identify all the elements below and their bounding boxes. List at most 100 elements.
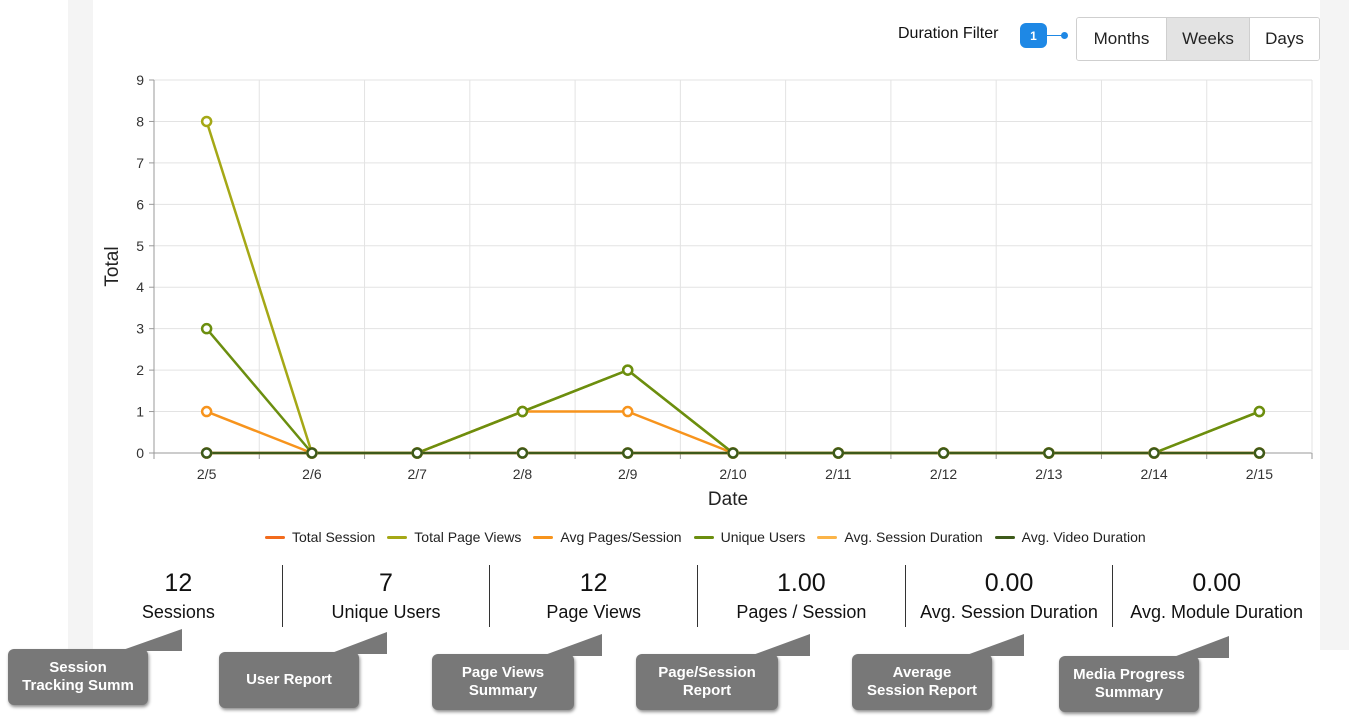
x-tick-label: 2/6 [302, 466, 322, 482]
stat-label: Pages / Session [736, 602, 867, 622]
legend-label: Total Page Views [414, 529, 522, 545]
x-tick-label: 2/8 [513, 466, 533, 482]
duration-filter-badge: 1 [1020, 23, 1047, 48]
data-point [200, 322, 213, 335]
stat-value: 7 [379, 569, 393, 597]
data-point [411, 447, 423, 459]
callout-line: Average [892, 664, 952, 681]
media-progress-summary-button[interactable]: Media Progress Summary [1059, 636, 1229, 712]
stat-label: Sessions [141, 602, 215, 622]
right-gutter [1320, 0, 1349, 650]
stat-label: Avg. Session Duration [920, 602, 1098, 622]
stat-value: 1.00 [777, 569, 826, 597]
stat-avg-module-duration: 0.00 Avg. Module Duration [1113, 565, 1320, 627]
callout-line: Media Progress [1073, 666, 1185, 683]
x-tick-label: 2/10 [719, 466, 746, 482]
stat-page-views: 12 Page Views [490, 565, 699, 627]
stat-label: Page Views [546, 602, 642, 622]
data-point [621, 447, 634, 459]
data-point [621, 364, 634, 376]
y-tick-label: 8 [136, 113, 144, 129]
data-point [200, 447, 213, 459]
data-point [1043, 447, 1055, 459]
data-point [1253, 405, 1266, 418]
y-tick-label: 2 [136, 362, 144, 378]
badge-connector-line [1047, 35, 1063, 36]
x-tick-label: 2/14 [1140, 466, 1167, 482]
badge-connector-dot [1061, 32, 1068, 39]
page-session-report-button[interactable]: Page/Session Report [636, 634, 810, 710]
data-point [516, 405, 529, 418]
stats-row: 12 Sessions 7 Unique Users 12 Page Views… [75, 565, 1320, 627]
stat-avg-session-duration: 0.00 Avg. Session Duration [906, 565, 1114, 627]
callout-line: Summary [468, 682, 538, 699]
stat-unique-users: 7 Unique Users [283, 565, 491, 627]
average-session-report-button[interactable]: Average Session Report [852, 634, 1024, 710]
callout-line: Session Report [866, 682, 978, 699]
stat-value: 12 [579, 569, 608, 597]
data-point [621, 405, 634, 418]
y-tick-label: 5 [136, 238, 144, 254]
legend-item[interactable]: Avg. Video Duration [994, 529, 1146, 545]
legend-item[interactable]: Total Session [265, 529, 375, 545]
legend-item[interactable]: Unique Users [693, 529, 806, 545]
data-point [832, 447, 845, 459]
y-tick-label: 9 [136, 72, 144, 88]
x-tick-label: 2/11 [825, 466, 851, 482]
stat-label: Unique Users [331, 602, 441, 622]
stat-pages-per-session: 1.00 Pages / Session [698, 565, 906, 627]
data-point [1148, 447, 1160, 459]
legend-label: Unique Users [720, 529, 806, 545]
stat-sessions: 12 Sessions [75, 565, 283, 627]
user-report-button[interactable]: User Report [219, 632, 387, 708]
y-tick-label: 3 [136, 321, 144, 337]
stat-value: 0.00 [984, 569, 1034, 597]
legend-item[interactable]: Total Page Views [387, 529, 521, 545]
y-tick-label: 6 [136, 196, 144, 212]
stat-value: 0.00 [1192, 569, 1242, 597]
callout-line: Page/Session [658, 664, 756, 681]
months-button[interactable]: Months [1077, 18, 1167, 60]
data-point [1253, 447, 1266, 459]
stat-label: Avg. Module Duration [1130, 602, 1304, 622]
weeks-button[interactable]: Weeks [1167, 18, 1250, 60]
legend-item[interactable]: Avg. Session Duration [817, 529, 983, 545]
x-tick-label: 2/5 [197, 466, 217, 482]
legend-swatch [387, 535, 408, 539]
x-tick-label: 2/9 [618, 466, 638, 482]
legend-swatch [265, 535, 285, 539]
line-chart: 0 1 2 3 4 5 6 7 8 9 2/5 2/6 2/7 2/8 2/9 2/10 2/11 2/12 2/1… [102, 72, 1313, 510]
x-tick-label: 2/12 [930, 466, 957, 482]
callout-line: Session [49, 659, 107, 676]
x-tick-label: 2/13 [1035, 466, 1062, 482]
data-point [306, 447, 318, 459]
duration-button-group: Months Weeks Days [1076, 17, 1320, 61]
duration-filter-label: Duration Filter [898, 25, 999, 42]
y-tick-label: 1 [136, 404, 144, 420]
legend-swatch [817, 535, 838, 539]
legend-swatch [693, 535, 714, 539]
legend-swatch [533, 535, 554, 539]
session-tracking-summary-button[interactable]: Session Tracking Summ [8, 629, 182, 705]
legend-label: Avg. Video Duration [1021, 529, 1146, 545]
legend-item[interactable]: Avg Pages/Session [533, 529, 682, 545]
y-tick-label: 7 [136, 155, 144, 171]
x-axis-title: Date [708, 489, 748, 510]
data-point [937, 447, 950, 459]
stat-value: 12 [164, 569, 193, 597]
days-button[interactable]: Days [1250, 18, 1319, 60]
callout-line: Summary [1094, 684, 1164, 701]
page-views-summary-button[interactable]: Page Views Summary [432, 634, 602, 710]
data-point [727, 447, 739, 459]
legend-label: Avg Pages/Session [560, 529, 682, 545]
y-axis-title: Total [102, 246, 123, 286]
callout-line: Tracking Summ [22, 677, 134, 694]
x-tick-label: 2/15 [1246, 466, 1273, 482]
legend-label: Avg. Session Duration [844, 529, 983, 545]
left-gutter [68, 0, 93, 650]
y-tick-label: 4 [136, 279, 144, 295]
data-point [200, 115, 213, 128]
legend-label: Total Session [292, 529, 376, 545]
callout-line: Page Views [461, 664, 545, 681]
legend-swatch [994, 535, 1015, 539]
